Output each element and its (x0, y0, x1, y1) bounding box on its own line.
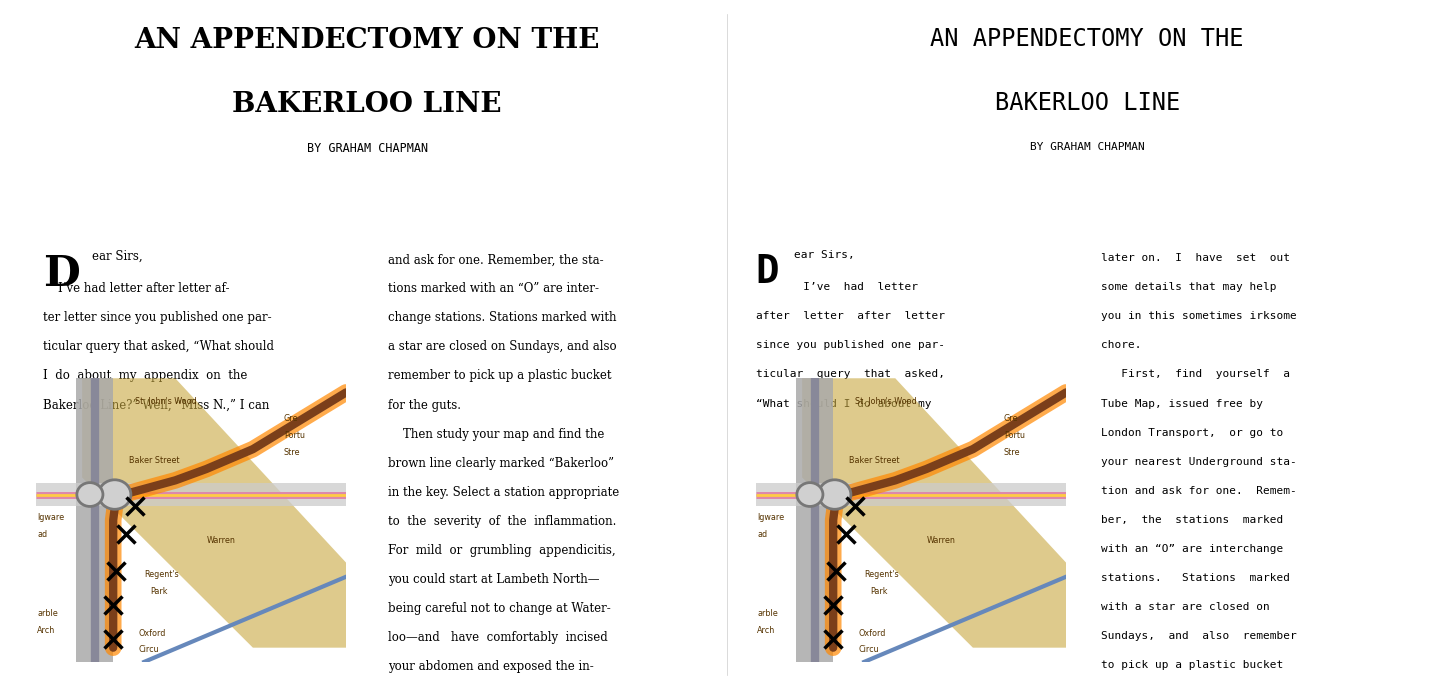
Text: loo—and   have  comfortably  incised: loo—and have comfortably incised (389, 631, 608, 644)
Text: remember to pick up a plastic bucket: remember to pick up a plastic bucket (389, 369, 612, 382)
Text: with an “O” are interchange: with an “O” are interchange (1102, 544, 1283, 554)
Text: D: D (43, 254, 79, 296)
Text: a star are closed on Sundays, and also: a star are closed on Sundays, and also (389, 340, 616, 353)
Text: I  do  about  my  appendix  on  the: I do about my appendix on the (43, 369, 248, 382)
Text: I’ve  had  letter: I’ve had letter (756, 282, 917, 292)
Text: you in this sometimes irksome: you in this sometimes irksome (1102, 311, 1297, 321)
Text: tion and ask for one.  Remem-: tion and ask for one. Remem- (1102, 486, 1297, 495)
Text: I’ve had letter after letter af-: I’ve had letter after letter af- (43, 282, 229, 296)
Text: brown line clearly marked “Bakerloo”: brown line clearly marked “Bakerloo” (389, 457, 615, 470)
Text: BAKERLOO LINE: BAKERLOO LINE (995, 92, 1179, 115)
Text: ear Sirs,: ear Sirs, (795, 250, 855, 260)
Text: BY GRAHAM CHAPMAN: BY GRAHAM CHAPMAN (1030, 142, 1145, 152)
Text: to  the  severity  of  the  inflammation.: to the severity of the inflammation. (389, 515, 616, 528)
Text: AN APPENDECTOMY ON THE: AN APPENDECTOMY ON THE (134, 27, 600, 54)
Text: Tube Map, issued free by: Tube Map, issued free by (1102, 398, 1263, 409)
Text: and ask for one. Remember, the sta-: and ask for one. Remember, the sta- (389, 254, 603, 267)
Text: ticular query that asked, “What should: ticular query that asked, “What should (43, 340, 274, 353)
Text: Sundays,  and  also  remember: Sundays, and also remember (1102, 631, 1297, 641)
Text: D: D (756, 254, 779, 291)
Text: for the guts.: for the guts. (389, 398, 461, 411)
Text: For  mild  or  grumbling  appendicitis,: For mild or grumbling appendicitis, (389, 544, 616, 557)
Text: ter letter since you published one par-: ter letter since you published one par- (43, 311, 271, 325)
Text: BAKERLOO LINE: BAKERLOO LINE (232, 92, 503, 119)
Text: your nearest Underground sta-: your nearest Underground sta- (1102, 457, 1297, 466)
Text: after  letter  after  letter: after letter after letter (756, 311, 945, 321)
Text: Then study your map and find the: Then study your map and find the (389, 428, 605, 440)
Text: in the key. Select a station appropriate: in the key. Select a station appropriate (389, 486, 619, 499)
Text: tions marked with an “O” are inter-: tions marked with an “O” are inter- (389, 282, 599, 296)
Text: some details that may help: some details that may help (1102, 282, 1277, 292)
Text: change stations. Stations marked with: change stations. Stations marked with (389, 311, 616, 325)
Text: your abdomen and exposed the in-: your abdomen and exposed the in- (389, 660, 595, 673)
Text: you could start at Lambeth North—: you could start at Lambeth North— (389, 573, 600, 586)
Text: ear Sirs,: ear Sirs, (92, 250, 143, 263)
Text: “What should I do about my: “What should I do about my (756, 398, 932, 409)
Text: with a star are closed on: with a star are closed on (1102, 601, 1270, 612)
Text: later on.  I  have  set  out: later on. I have set out (1102, 254, 1290, 263)
Text: Bakerloo Line?” Well, “Miss N.,” I can: Bakerloo Line?” Well, “Miss N.,” I can (43, 398, 269, 411)
Text: First,  find  yourself  a: First, find yourself a (1102, 369, 1290, 380)
Text: since you published one par-: since you published one par- (756, 340, 945, 351)
Text: chore.: chore. (1102, 340, 1142, 351)
Text: AN APPENDECTOMY ON THE: AN APPENDECTOMY ON THE (930, 27, 1244, 51)
Text: being careful not to change at Water-: being careful not to change at Water- (389, 601, 611, 615)
Text: BY GRAHAM CHAPMAN: BY GRAHAM CHAPMAN (307, 142, 428, 155)
Text: ticular  query  that  asked,: ticular query that asked, (756, 369, 945, 380)
Text: ber,  the  stations  marked: ber, the stations marked (1102, 515, 1283, 524)
Text: to pick up a plastic bucket: to pick up a plastic bucket (1102, 660, 1283, 670)
Text: stations.   Stations  marked: stations. Stations marked (1102, 573, 1290, 583)
Text: London Transport,  or go to: London Transport, or go to (1102, 428, 1283, 438)
